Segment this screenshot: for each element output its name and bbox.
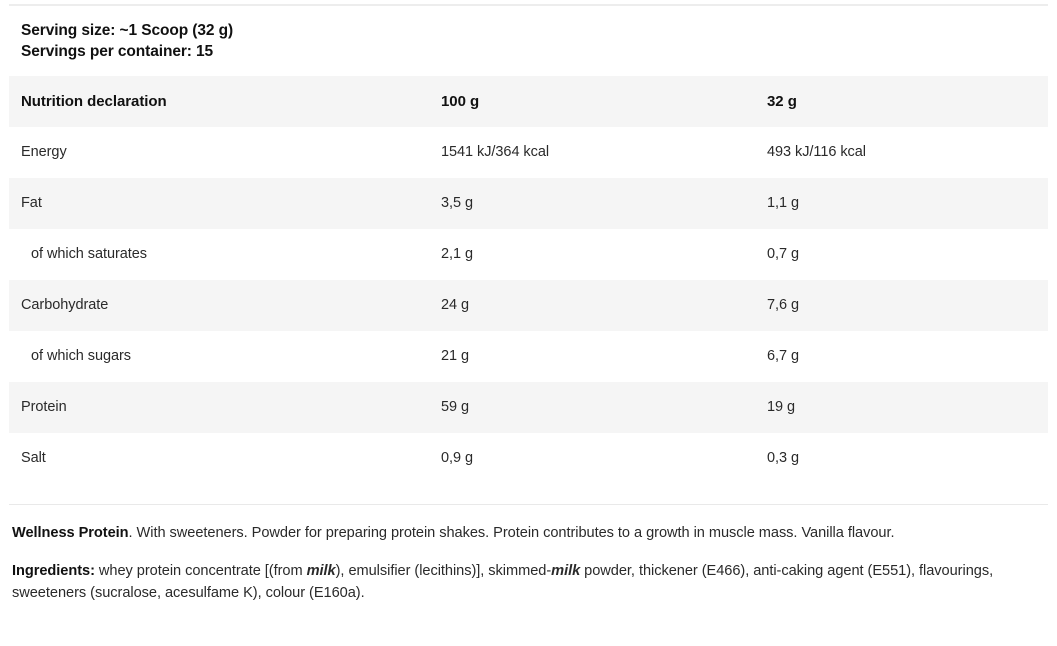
nutrient-name: of which saturates [31,246,147,262]
ingredients-label: Ingredients: [12,563,95,579]
product-description: Wellness Protein. With sweeteners. Powde… [12,522,1045,544]
product-name: Wellness Protein [12,525,129,541]
ingredients-part-2: ), emulsifier (lecithins)], skimmed- [335,563,552,579]
nutrient-value-100g: 1541 kJ/364 kcal [441,144,550,160]
ingredients-part-1: whey protein concentrate [(from [94,563,307,579]
nutrient-name: Fat [21,195,42,211]
serving-information: Serving size: ~1 Scoop (32 g) Servings p… [0,6,1057,76]
table-row: Fat 3,5 g 1,1 g [9,178,1048,229]
nutrient-name: Energy [21,144,67,160]
nutrient-value-100g: 3,5 g [441,195,473,211]
nutrition-label-page: Serving size: ~1 Scoop (32 g) Servings p… [0,4,1057,646]
nutrient-value-100g: 21 g [441,348,470,364]
nutrient-name: of which sugars [31,348,131,364]
serving-size-line: Serving size: ~1 Scoop (32 g) [21,22,234,39]
table-row: of which sugars 21 g 6,7 g [9,331,1048,382]
column-header-per-100g: 100 g [441,93,480,110]
footer-text-block: Wellness Protein. With sweeteners. Powde… [0,505,1057,604]
nutrient-value-serving: 0,7 g [767,246,799,262]
nutrition-declaration-table: Nutrition declaration 100 g 32 g Energy … [9,76,1048,484]
column-header-per-serving: 32 g [767,93,797,110]
nutrient-value-serving: 0,3 g [767,450,799,466]
servings-per-container-line: Servings per container: 15 [21,43,214,60]
nutrient-name: Carbohydrate [21,297,109,313]
nutrient-name: Salt [21,450,46,466]
footer-divider [9,504,1048,505]
table-header-row: Nutrition declaration 100 g 32 g [9,76,1048,127]
nutrient-value-100g: 24 g [441,297,470,313]
column-header-nutrient: Nutrition declaration [21,93,167,110]
nutrient-value-serving: 19 g [767,399,796,415]
table-row: Carbohydrate 24 g 7,6 g [9,280,1048,331]
product-description-body: . With sweeteners. Powder for preparing … [128,525,895,541]
nutrient-value-100g: 0,9 g [441,450,473,466]
top-divider [9,4,1048,6]
ingredients-part-3: powder, thickener (E466), anti-caking ag… [12,563,994,601]
nutrient-value-serving: 6,7 g [767,348,799,364]
table-row: Salt 0,9 g 0,3 g [9,433,1048,484]
table-row: Protein 59 g 19 g [9,382,1048,433]
nutrient-value-100g: 2,1 g [441,246,473,262]
allergen-milk-1: milk [306,563,336,579]
table-row: Energy 1541 kJ/364 kcal 493 kJ/116 kcal [9,127,1048,178]
nutrient-value-serving: 1,1 g [767,195,799,211]
nutrient-value-100g: 59 g [441,399,470,415]
table-row: of which saturates 2,1 g 0,7 g [9,229,1048,280]
ingredients-paragraph: Ingredients: whey protein concentrate [(… [12,560,1045,604]
allergen-milk-2: milk [551,563,581,579]
nutrient-value-serving: 493 kJ/116 kcal [767,144,866,160]
nutrient-name: Protein [21,399,67,415]
nutrient-value-serving: 7,6 g [767,297,799,313]
